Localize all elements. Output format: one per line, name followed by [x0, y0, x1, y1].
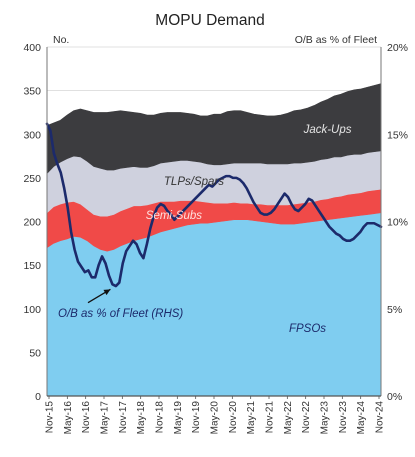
x-tick-label: Nov-21 — [265, 401, 276, 434]
x-tick-label: May-20 — [210, 401, 221, 435]
area-label: Jack-Ups — [303, 124, 352, 136]
ob-line-series — [45, 122, 383, 288]
area-label: FPSOs — [289, 323, 326, 335]
x-tick-label: Nov-18 — [155, 401, 166, 434]
y-left-tick-label: 100 — [23, 304, 41, 316]
annotation-arrow-head — [103, 289, 111, 296]
x-tick-label: May-23 — [320, 401, 331, 435]
y-right-tick-label: 10% — [387, 217, 408, 229]
y-left-tick-label: 200 — [23, 217, 41, 229]
y-left-tick-label: 50 — [29, 347, 41, 359]
y-right-tick-label: 15% — [387, 129, 408, 141]
left-axis-unit: No. — [53, 34, 69, 46]
y-left-tick-label: 250 — [23, 173, 41, 185]
x-tick-label: Nov-19 — [191, 401, 202, 434]
x-tick-label: May-21 — [246, 401, 257, 435]
stacked-areas — [46, 83, 382, 397]
y-left-tick-label: 350 — [23, 86, 41, 98]
y-right-tick-label: 20% — [387, 42, 408, 54]
x-tick-label: May-19 — [173, 401, 184, 435]
y-left-tick-label: 300 — [23, 129, 41, 141]
right-axis-unit: O/B as % of Fleet — [295, 34, 377, 46]
area-labels: Jack-Ups TLPs/Spars Semi-Subs FPSOs O/B as %… — [58, 124, 352, 335]
line-annotation-label: O/B as % of Fleet (RHS) — [58, 308, 183, 320]
y-left-tick-label: 400 — [23, 42, 41, 54]
x-tick-label: Nov-16 — [81, 401, 92, 434]
chart-title: MOPU Demand — [155, 12, 264, 29]
axes: 0 50 100 150 200 250 300 350 400 0% 5% 10% 15% 20% Nov… — [23, 42, 408, 434]
x-tick-label: Nov-15 — [45, 401, 56, 434]
ob-line — [45, 122, 383, 288]
area-label: Semi-Subs — [146, 210, 202, 222]
x-tick-label: May-16 — [63, 401, 74, 435]
x-tick-label: May-22 — [283, 401, 294, 435]
y-right-tick-label: 0% — [387, 391, 402, 403]
y-left-tick-label: 150 — [23, 260, 41, 272]
x-tick-label: Nov-24 — [375, 401, 386, 434]
x-tick-label: Nov-22 — [301, 401, 312, 434]
x-tick-label: May-18 — [136, 401, 147, 435]
x-tick-label: May-24 — [356, 401, 367, 435]
y-right-tick-label: 5% — [387, 304, 402, 316]
y-left-tick-label: 0 — [35, 391, 41, 403]
annotation-arrow — [87, 288, 111, 304]
x-tick-label: Nov-20 — [228, 401, 239, 434]
x-tick-label: Nov-17 — [118, 401, 129, 434]
x-tick-label: May-17 — [100, 401, 111, 435]
x-tick-label: Nov-23 — [338, 401, 349, 434]
area-label: TLPs/Spars — [164, 176, 224, 188]
